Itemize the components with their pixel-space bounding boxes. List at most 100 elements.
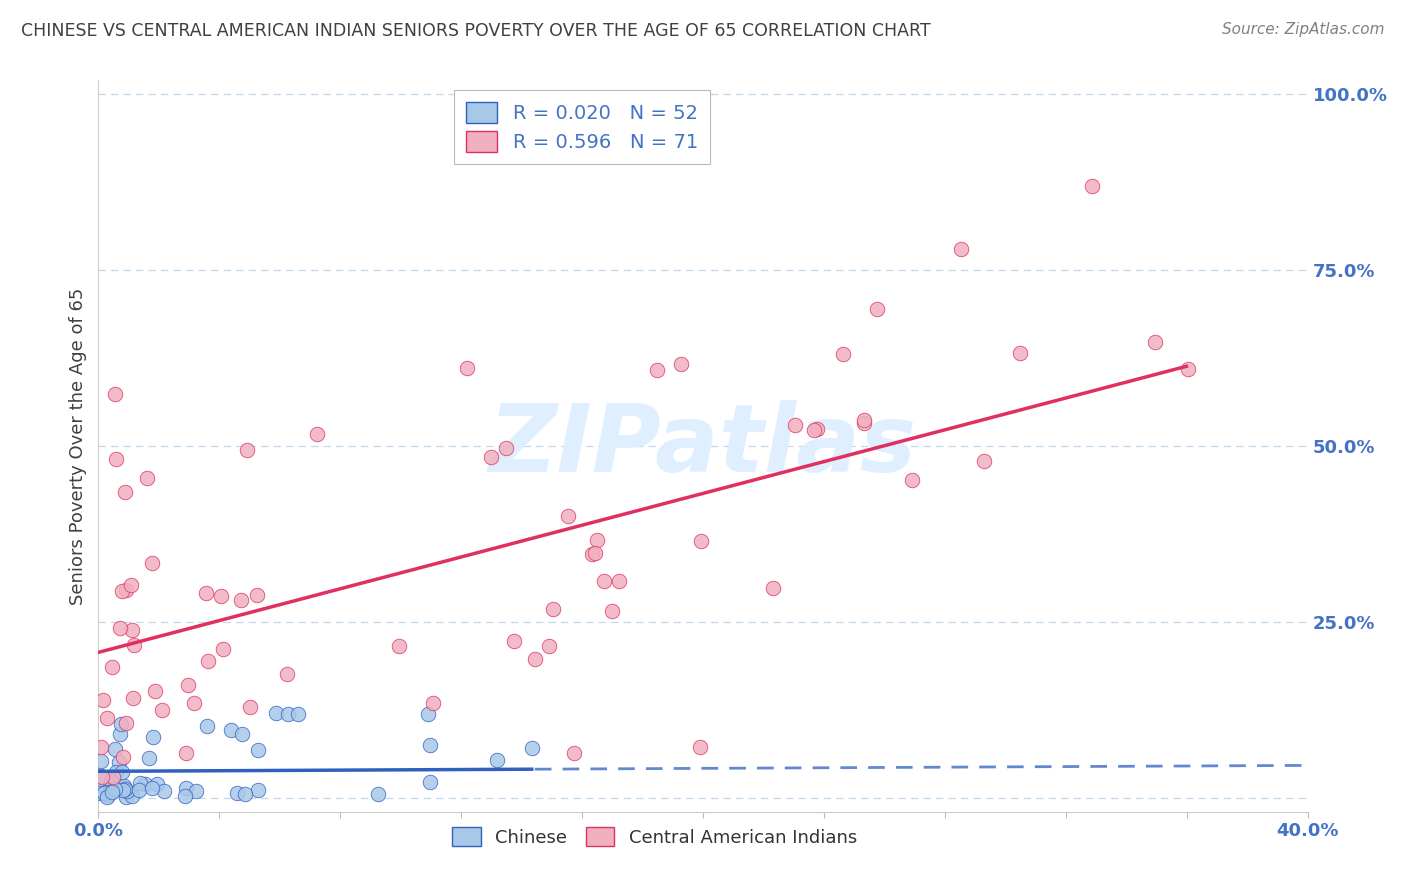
Point	[142, 730, 165, 744]
Point	[128, 783, 150, 797]
Point	[111, 750, 134, 764]
Point	[101, 785, 124, 799]
Point	[112, 780, 135, 795]
Point	[110, 584, 132, 599]
Point	[101, 660, 124, 674]
Text: Source: ZipAtlas.com: Source: ZipAtlas.com	[1222, 22, 1385, 37]
Point	[305, 426, 328, 441]
Point	[486, 753, 509, 767]
Point	[114, 781, 136, 796]
Point	[174, 780, 197, 795]
Point	[104, 782, 127, 797]
Point	[197, 654, 219, 668]
Point	[110, 717, 132, 731]
Point	[541, 602, 564, 616]
Point	[108, 755, 131, 769]
Point	[146, 777, 169, 791]
Point	[209, 589, 232, 603]
Point	[115, 716, 138, 731]
Point	[246, 783, 269, 797]
Point	[422, 697, 444, 711]
Point	[105, 452, 128, 467]
Point	[520, 741, 543, 756]
Point	[134, 777, 156, 791]
Point	[150, 704, 173, 718]
Point	[247, 742, 270, 756]
Point	[388, 639, 411, 653]
Point	[287, 707, 309, 722]
Point	[803, 423, 825, 437]
Point	[592, 574, 614, 589]
Point	[586, 533, 609, 547]
Point	[121, 690, 143, 705]
Point	[135, 471, 157, 485]
Point	[174, 746, 197, 760]
Point	[832, 347, 855, 361]
Point	[236, 442, 259, 457]
Point	[104, 387, 127, 401]
Point	[90, 781, 112, 796]
Point	[98, 778, 121, 792]
Point	[785, 417, 807, 432]
Point	[93, 786, 115, 800]
Point	[145, 683, 167, 698]
Text: CHINESE VS CENTRAL AMERICAN INDIAN SENIORS POVERTY OVER THE AGE OF 65 CORRELATIO: CHINESE VS CENTRAL AMERICAN INDIAN SENIO…	[21, 22, 931, 40]
Point	[689, 533, 711, 548]
Point	[495, 442, 517, 456]
Point	[901, 473, 924, 487]
Point	[176, 678, 198, 692]
Point	[183, 696, 205, 710]
Point	[96, 790, 118, 805]
Point	[1080, 178, 1102, 193]
Point	[583, 546, 606, 560]
Point	[96, 785, 118, 799]
Point	[669, 357, 692, 371]
Point	[246, 588, 269, 602]
Point	[806, 421, 828, 435]
Point	[538, 639, 561, 653]
Point	[104, 741, 127, 756]
Point	[121, 789, 143, 804]
Point	[231, 592, 253, 607]
Point	[231, 727, 253, 741]
Point	[91, 693, 114, 707]
Point	[225, 786, 247, 800]
Point	[104, 765, 127, 780]
Point	[174, 789, 197, 804]
Point	[645, 363, 668, 377]
Text: ZIPatlas: ZIPatlas	[489, 400, 917, 492]
Point	[853, 413, 876, 427]
Point	[367, 788, 389, 802]
Point	[89, 786, 111, 800]
Point	[141, 556, 163, 570]
Point	[90, 739, 112, 754]
Point	[117, 784, 139, 798]
Point	[276, 667, 298, 681]
Point	[562, 746, 585, 760]
Point	[689, 740, 711, 755]
Point	[1008, 345, 1031, 359]
Point	[211, 641, 233, 656]
Point	[122, 638, 145, 652]
Y-axis label: Seniors Poverty Over the Age of 65: Seniors Poverty Over the Age of 65	[69, 287, 87, 605]
Point	[762, 582, 785, 596]
Point	[141, 780, 163, 795]
Point	[112, 779, 135, 793]
Point	[103, 770, 125, 784]
Point	[120, 578, 142, 592]
Point	[115, 582, 138, 597]
Point	[419, 738, 441, 752]
Point	[219, 723, 242, 738]
Legend: Chinese, Central American Indians: Chinese, Central American Indians	[444, 820, 865, 854]
Point	[233, 787, 256, 801]
Point	[128, 776, 150, 790]
Point	[581, 547, 603, 561]
Point	[108, 621, 131, 635]
Point	[111, 765, 134, 780]
Point	[277, 706, 299, 721]
Point	[184, 783, 207, 797]
Point	[607, 574, 630, 588]
Point	[502, 633, 524, 648]
Point	[195, 719, 218, 733]
Point	[100, 773, 122, 788]
